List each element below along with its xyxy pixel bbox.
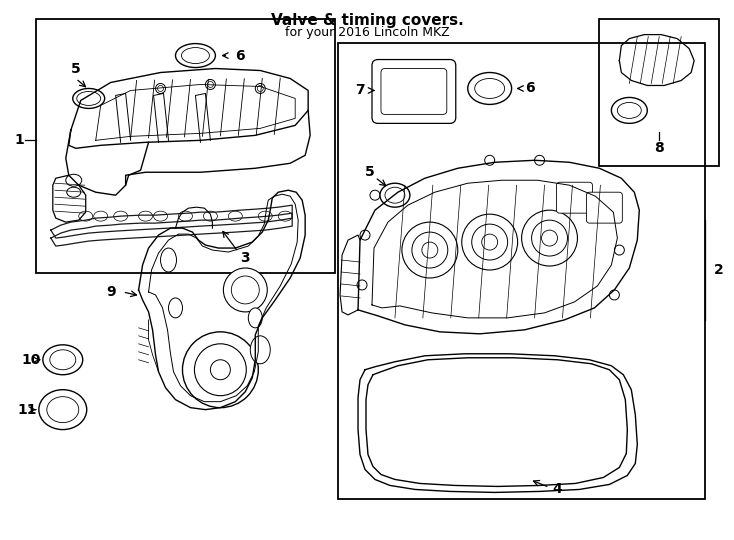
Ellipse shape — [161, 248, 176, 272]
Circle shape — [357, 280, 367, 290]
Text: 6: 6 — [525, 82, 534, 96]
Circle shape — [183, 332, 258, 408]
Ellipse shape — [73, 89, 105, 109]
Circle shape — [542, 230, 558, 246]
Ellipse shape — [380, 183, 410, 207]
Ellipse shape — [203, 211, 217, 221]
Circle shape — [484, 156, 495, 165]
Ellipse shape — [79, 211, 92, 221]
Circle shape — [412, 232, 448, 268]
FancyBboxPatch shape — [372, 59, 456, 123]
Ellipse shape — [248, 308, 262, 328]
Circle shape — [360, 230, 370, 240]
Text: 2: 2 — [714, 263, 724, 277]
Circle shape — [531, 220, 567, 256]
Ellipse shape — [50, 350, 76, 370]
Ellipse shape — [77, 91, 101, 105]
Text: 7: 7 — [355, 84, 365, 97]
Ellipse shape — [468, 72, 512, 104]
Circle shape — [609, 290, 619, 300]
Text: 3: 3 — [241, 251, 250, 265]
Circle shape — [462, 214, 517, 270]
Circle shape — [258, 85, 264, 91]
Ellipse shape — [611, 97, 647, 123]
Text: 8: 8 — [655, 141, 664, 156]
Circle shape — [255, 84, 265, 93]
Text: 11: 11 — [17, 403, 37, 417]
Circle shape — [482, 234, 498, 250]
Circle shape — [522, 210, 578, 266]
Circle shape — [402, 222, 458, 278]
Circle shape — [208, 82, 214, 87]
Ellipse shape — [153, 211, 167, 221]
Circle shape — [156, 84, 166, 93]
Text: 6: 6 — [236, 49, 245, 63]
Ellipse shape — [258, 211, 272, 221]
FancyBboxPatch shape — [586, 192, 622, 223]
Circle shape — [223, 268, 267, 312]
Ellipse shape — [94, 211, 108, 221]
Circle shape — [472, 224, 508, 260]
Circle shape — [158, 85, 164, 91]
Bar — [338, 43, 705, 500]
Bar — [600, 19, 719, 166]
Circle shape — [534, 156, 545, 165]
Text: 5: 5 — [71, 62, 81, 76]
Circle shape — [370, 190, 380, 200]
Ellipse shape — [114, 211, 128, 221]
Ellipse shape — [385, 187, 405, 203]
Text: for your 2016 Lincoln MKZ: for your 2016 Lincoln MKZ — [285, 25, 449, 39]
Circle shape — [231, 276, 259, 304]
Circle shape — [614, 245, 625, 255]
Ellipse shape — [178, 211, 192, 221]
Ellipse shape — [43, 345, 83, 375]
Ellipse shape — [617, 103, 642, 118]
Ellipse shape — [250, 336, 270, 364]
Ellipse shape — [47, 397, 79, 423]
Ellipse shape — [139, 211, 153, 221]
Bar — [36, 19, 335, 273]
Ellipse shape — [67, 187, 81, 197]
Circle shape — [422, 242, 437, 258]
Ellipse shape — [475, 78, 505, 98]
Ellipse shape — [66, 174, 81, 186]
Ellipse shape — [175, 44, 215, 68]
Circle shape — [206, 79, 215, 90]
Ellipse shape — [278, 211, 292, 221]
FancyBboxPatch shape — [556, 182, 592, 213]
Text: Valve & timing covers.: Valve & timing covers. — [271, 12, 463, 28]
Ellipse shape — [181, 48, 209, 64]
FancyBboxPatch shape — [381, 69, 447, 114]
Circle shape — [195, 344, 247, 396]
Ellipse shape — [169, 298, 183, 318]
Ellipse shape — [228, 211, 242, 221]
Circle shape — [211, 360, 230, 380]
Text: 4: 4 — [553, 482, 562, 496]
Ellipse shape — [39, 390, 87, 430]
Text: 1: 1 — [14, 133, 23, 147]
Text: 10: 10 — [21, 353, 40, 367]
Text: 5: 5 — [365, 165, 375, 179]
Text: 9: 9 — [106, 285, 115, 299]
